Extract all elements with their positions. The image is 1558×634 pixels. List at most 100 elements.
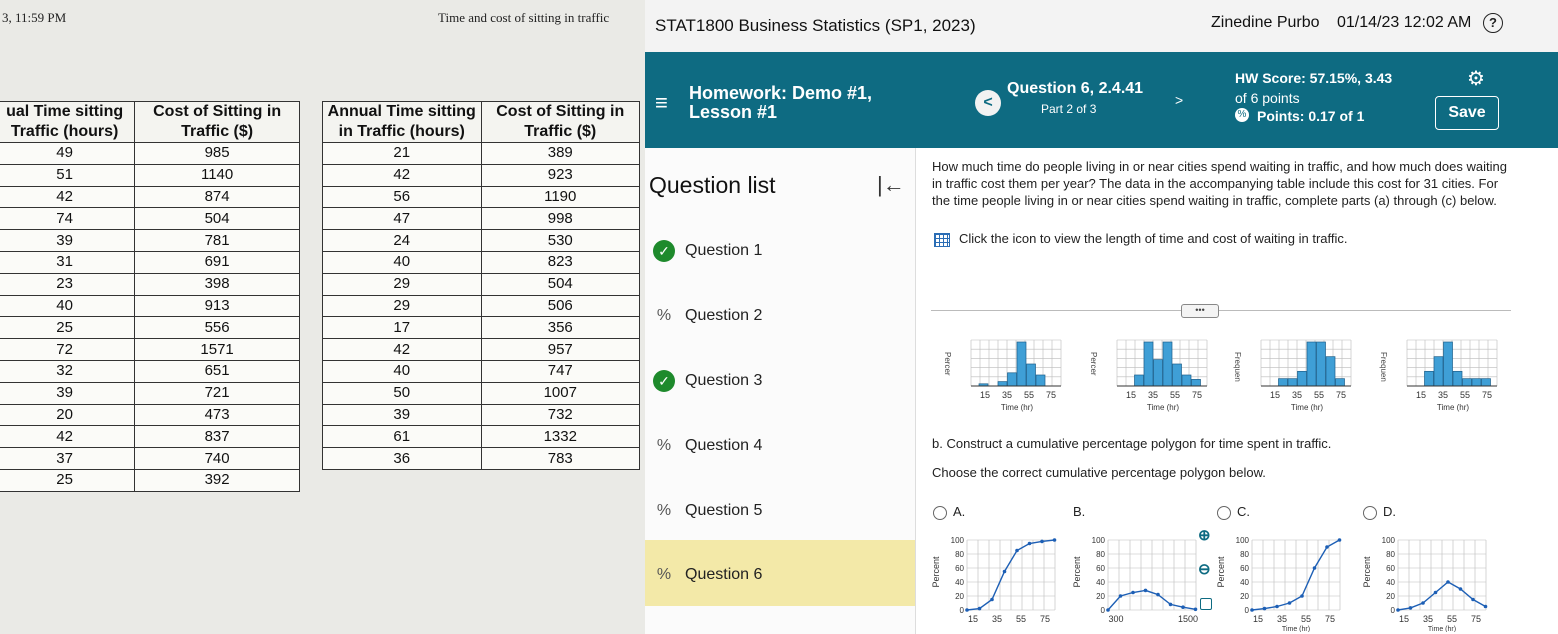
time-cell: 23 xyxy=(0,272,136,296)
next-question-icon[interactable]: > xyxy=(1175,92,1184,108)
zoom-in-icon[interactable]: ⊕ xyxy=(1198,527,1211,544)
hist-bar xyxy=(1424,370,1434,387)
table-row: 24 530 xyxy=(322,229,640,252)
time-cell: 21 xyxy=(322,142,482,165)
table-row: 20 473 xyxy=(0,403,300,427)
time-cell: 39 xyxy=(0,229,136,252)
table-row: 39 781 xyxy=(0,229,300,252)
option-a[interactable]: A. xyxy=(933,504,965,520)
poly-point xyxy=(1262,606,1267,611)
hist-tick-label: 55 xyxy=(1170,390,1180,400)
cumulative-polygon-option-c: Percent 100 80 60 40 20 015 35 55 75 Time (hr) xyxy=(1216,536,1342,632)
poly-x-tick: 55 xyxy=(1301,614,1311,624)
hist-x-label: Time (hr) xyxy=(1437,403,1469,412)
menu-icon[interactable]: ≡ xyxy=(655,90,668,115)
option-d[interactable]: D. xyxy=(1363,504,1396,520)
poly-x-tick: 35 xyxy=(992,614,1002,624)
cost-cell: 1140 xyxy=(134,163,300,187)
table-row: 61 1332 xyxy=(322,425,640,449)
table-row: 40 913 xyxy=(0,294,300,318)
radio-c[interactable] xyxy=(1217,505,1231,520)
option-b[interactable]: B. xyxy=(1073,504,1086,519)
hist-bar xyxy=(1007,372,1017,387)
poly-y-label: Percent xyxy=(1362,556,1372,588)
hist-tick-label: 75 xyxy=(1192,390,1202,400)
time-cell: 39 xyxy=(0,381,136,405)
hist-bar xyxy=(1035,374,1046,387)
time-cell: 51 xyxy=(0,163,136,187)
cost-cell: 874 xyxy=(134,185,300,209)
table-row: 25 392 xyxy=(0,468,300,492)
cost-cell: 732 xyxy=(480,403,640,427)
table-row: 40 823 xyxy=(322,250,640,274)
table-icon[interactable] xyxy=(934,233,950,247)
poly-y-tick: 80 xyxy=(1386,550,1395,559)
time-cell: 29 xyxy=(322,272,482,296)
question-list-item-2[interactable]: % Question 2 xyxy=(645,305,915,369)
poly-y-tick: 0 xyxy=(1245,606,1250,615)
table-header: Annual Time sitting in Traffic (hours) xyxy=(322,101,482,143)
partial-icon: % xyxy=(656,307,672,324)
time-cell: 31 xyxy=(0,250,136,274)
time-cell: 40 xyxy=(322,250,482,274)
radio-d[interactable] xyxy=(1363,505,1377,520)
cost-cell: 506 xyxy=(480,294,640,318)
collapse-sidebar-icon[interactable]: |← xyxy=(877,172,905,197)
printed-data-sheet: 3, 11:59 PM Time and cost of sitting in … xyxy=(0,0,645,634)
poly-point xyxy=(1337,538,1342,542)
option-c[interactable]: C. xyxy=(1217,504,1250,520)
hw-score: HW Score: 57.15%, 3.43 xyxy=(1235,70,1393,86)
question-label: Question 3 xyxy=(685,372,763,389)
hist-x-label: Time (hr) xyxy=(1147,403,1179,412)
poly-point xyxy=(1156,592,1160,597)
hist-bar xyxy=(1026,363,1036,387)
partial-icon: % xyxy=(656,502,672,519)
question-nav-title[interactable]: Question 6, 2.4.41 xyxy=(1007,80,1144,97)
cost-cell: 504 xyxy=(480,272,640,296)
question-points: Points: 0.17 of 1 xyxy=(1257,108,1365,124)
check-icon: ✓ xyxy=(653,240,675,262)
question-part: Part 2 of 3 xyxy=(1041,102,1097,116)
question-list-sidebar: Question list |← ✓ Question 1% Question 2 ✓… xyxy=(645,148,916,634)
question-list-item-1[interactable]: ✓ Question 1 xyxy=(645,240,915,304)
poly-y-tick: 60 xyxy=(1386,564,1395,573)
poly-y-tick: 0 xyxy=(1101,606,1106,615)
question-list-item-3[interactable]: ✓ Question 3 xyxy=(645,370,915,434)
poly-point xyxy=(1300,594,1304,598)
question-list-item-5[interactable]: % Question 5 xyxy=(645,500,915,564)
hist-tick-label: 15 xyxy=(1416,390,1426,400)
hist-bar xyxy=(1134,374,1144,387)
zoom-out-icon[interactable]: ⊖ xyxy=(1198,561,1211,578)
open-external-icon[interactable] xyxy=(1200,598,1212,610)
question-list-item-4[interactable]: % Question 4 xyxy=(645,435,915,499)
poly-y-tick: 60 xyxy=(1240,564,1249,573)
hist-bar xyxy=(1172,363,1182,387)
time-cell: 29 xyxy=(322,294,482,318)
table-header: Cost of Sitting in Traffic ($) xyxy=(480,101,640,143)
gear-icon[interactable]: ⚙ xyxy=(1467,68,1485,90)
poly-y-tick: 40 xyxy=(1240,578,1249,587)
question-list-title: Question list xyxy=(649,172,776,198)
table-link-text[interactable]: Click the icon to view the length of tim… xyxy=(959,231,1348,246)
poly-x-tick: 55 xyxy=(1016,614,1026,624)
hist-tick-label: 55 xyxy=(1024,390,1034,400)
table-row: 40 747 xyxy=(322,359,640,383)
previous-question-button[interactable]: < xyxy=(975,90,1001,116)
poly-point xyxy=(1181,605,1185,609)
radio-a[interactable] xyxy=(933,505,947,520)
poly-y-tick: 100 xyxy=(1382,536,1396,545)
poly-line xyxy=(1397,581,1486,611)
poly-point xyxy=(977,606,982,611)
poly-point xyxy=(1275,604,1279,609)
table-row: 42 874 xyxy=(0,185,300,209)
help-icon[interactable]: ? xyxy=(1483,13,1503,33)
save-button[interactable]: Save xyxy=(1435,96,1499,130)
question-list-item-6[interactable]: % Question 6 xyxy=(645,540,915,606)
time-cell: 40 xyxy=(322,359,482,383)
time-cell: 72 xyxy=(0,338,136,361)
hist-tick-label: 35 xyxy=(1438,390,1448,400)
hist-x-label: Time (hr) xyxy=(1291,403,1323,412)
more-button[interactable]: ••• xyxy=(1181,304,1219,318)
cost-cell: 398 xyxy=(134,272,300,296)
data-table-right: Annual Time sitting in Traffic (hours) Co… xyxy=(322,101,640,470)
